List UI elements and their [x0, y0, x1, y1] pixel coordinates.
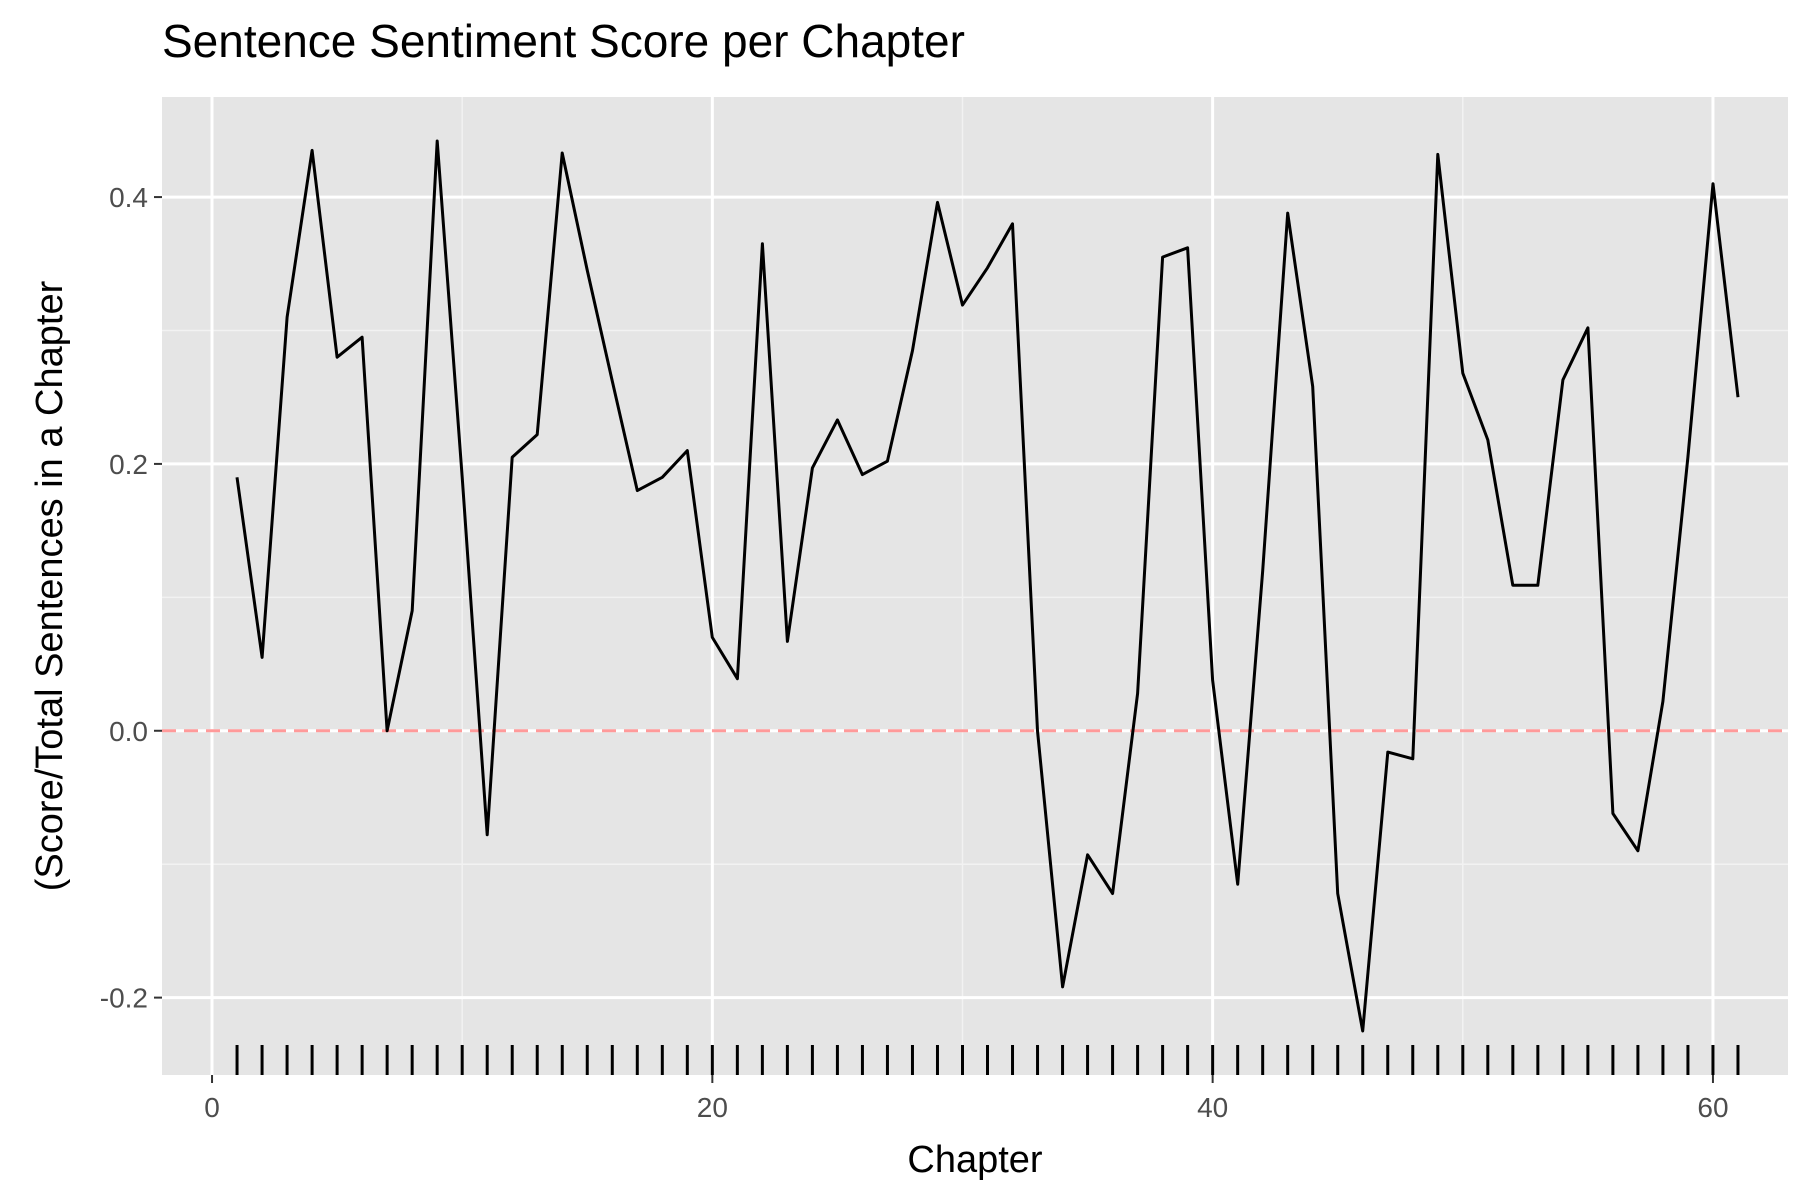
- x-tick-labels: 0 20 40 60: [204, 1092, 1728, 1123]
- plot-panel: [162, 97, 1788, 1075]
- y-tick-label: 0.4: [109, 182, 148, 213]
- axis-ticks: [154, 196, 1714, 1083]
- x-tick-label: 60: [1697, 1092, 1728, 1123]
- x-tick-label: 20: [697, 1092, 728, 1123]
- y-tick-labels: -0.2 0.0 0.2 0.4: [100, 182, 148, 1014]
- x-tick-label: 40: [1197, 1092, 1228, 1123]
- x-axis-title: Chapter: [907, 1139, 1043, 1181]
- chart-title: Sentence Sentiment Score per Chapter: [162, 15, 965, 67]
- x-tick-label: 0: [204, 1092, 220, 1123]
- rug-marks: [235, 1045, 1740, 1075]
- y-tick-label: -0.2: [100, 983, 148, 1014]
- series-line: [235, 139, 1740, 1033]
- grid-minor: [162, 97, 1788, 1075]
- y-axis-title: (Score/Total Sentences in a Chapter: [29, 280, 71, 891]
- y-tick-label: 0.0: [109, 716, 148, 747]
- y-tick-label: 0.2: [109, 449, 148, 480]
